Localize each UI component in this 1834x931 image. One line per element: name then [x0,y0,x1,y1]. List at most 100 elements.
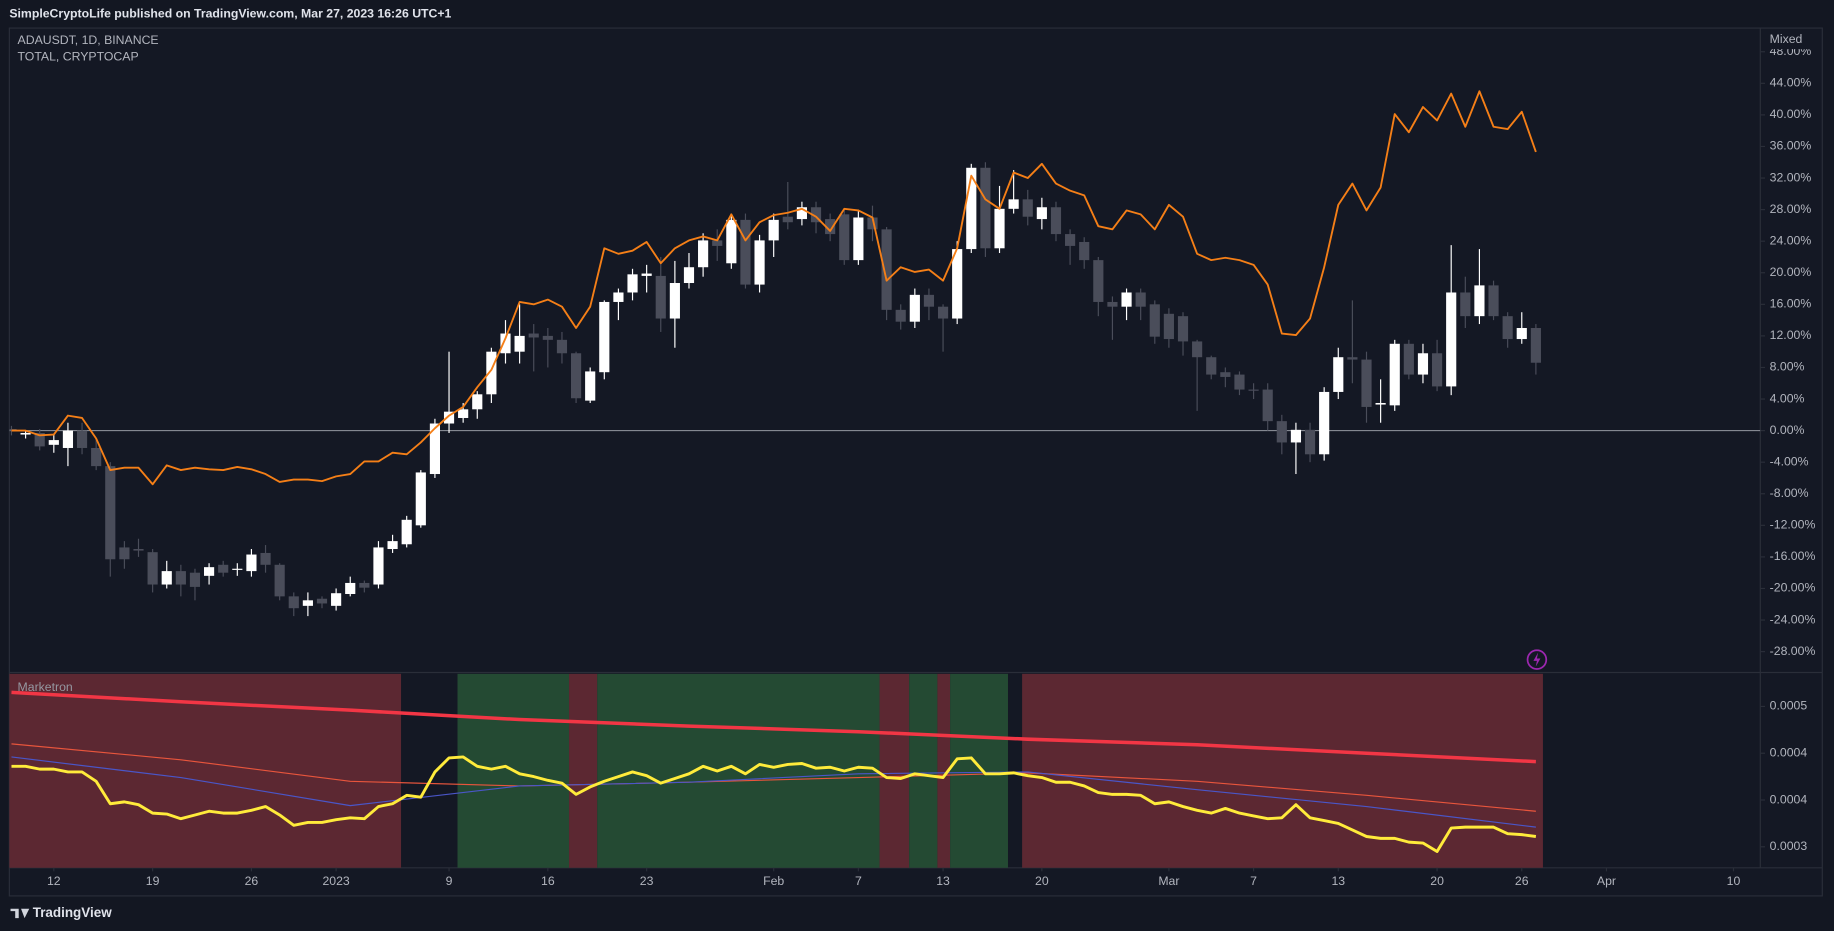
x-tick-label: 12 [47,874,61,888]
candle-body [1079,241,1090,261]
brand-mark [10,908,30,919]
candle-body [528,333,539,338]
x-tick-label: 13 [936,874,950,888]
x-tick-label: 20 [1430,874,1444,888]
candle-body [1516,328,1527,340]
candle-body [585,371,596,401]
y-tick-label: -28.00% [1770,644,1816,658]
candle-body [726,219,737,264]
candle-body [260,552,271,565]
candle-body [316,598,328,604]
signal-zone [569,673,598,868]
candle-body [1530,328,1541,363]
y-tick-label: 8.00% [1770,360,1805,374]
candle-body [472,394,483,410]
x-tick-label: 20 [1035,874,1049,888]
x-tick-label: Feb [763,874,784,888]
y-tick-label: 24.00% [1770,233,1812,247]
x-tick-label: 2023 [322,874,349,888]
y-tick-label: 4.00% [1770,391,1805,405]
y-tick-label: 20.00% [1770,265,1812,279]
y-tick-label: -4.00% [1770,454,1809,468]
candle-body [627,274,638,293]
x-tick-label: 7 [1250,874,1257,888]
candle-body [655,275,666,319]
signal-zone [879,673,910,868]
candle-body [1177,316,1189,342]
candle-body [48,440,59,445]
alert-icon[interactable] [1526,649,1548,670]
signal-zone [909,673,938,868]
candle-body [1347,357,1358,360]
candle-body [1488,285,1499,317]
scale-mode: Mixed [1770,32,1803,46]
x-tick-label: Mar [1158,874,1179,888]
y-tick-label: -24.00% [1770,612,1816,626]
candle-body [1149,304,1160,337]
candle-body [429,423,441,475]
y-tick-label: -12.00% [1770,518,1816,532]
candle-body [1008,199,1019,209]
candle-body [952,249,963,319]
x-tick-label: Apr [1597,874,1616,888]
series-line [11,90,1537,486]
signal-zone [950,673,1008,868]
x-tick-label: 7 [855,874,862,888]
y-tick-label: 40.00% [1770,107,1812,121]
candle-body [1304,429,1316,455]
candle-body [161,571,172,585]
candle-body [1474,285,1485,317]
candle-body [810,207,822,223]
x-tick-label: 19 [146,874,160,888]
y-tick-label: 0.0004 [1770,745,1808,759]
candle-body [133,549,144,551]
scale-mode-box [1761,30,1820,50]
candle-body [1460,292,1471,317]
candle-body [189,572,201,587]
candle-body [147,552,158,585]
candle-body [556,339,568,354]
candle-body [1036,207,1047,220]
candle-body [1065,234,1076,246]
candle-body [76,430,88,448]
candle-body [909,294,920,322]
candle-body [20,432,31,435]
candle-body [867,217,878,230]
candle-body [782,216,793,223]
alert-bolt [1533,652,1541,667]
candle-body [839,214,850,261]
y-tick-label: 28.00% [1770,202,1812,216]
y-tick-label: 0.0003 [1770,839,1808,853]
x-tick-label: 26 [1515,874,1529,888]
y-tick-label: 0.00% [1770,423,1805,437]
series-line [11,690,1536,764]
candle-body [443,411,455,424]
indicator-pane [9,673,1543,868]
candle-body [1389,343,1400,406]
candle-body [514,335,525,352]
signal-zone [1022,673,1543,868]
candle-body [218,564,229,573]
candle-body [1276,421,1287,443]
candle-body [1163,313,1174,340]
candle-body [105,466,116,560]
y-tick-label: 0.0004 [1770,792,1808,806]
candle-body [740,219,751,285]
candle-body [1050,207,1062,235]
y-tick-label: 44.00% [1770,76,1812,90]
candle-body [458,409,469,418]
x-tick-label: 16 [541,874,555,888]
candle-body [796,207,807,220]
candle-body [669,283,680,319]
candle-body [359,582,370,588]
candle-body [1333,357,1344,392]
candle-body [698,240,709,268]
series-line [11,743,1536,812]
candle-body [980,167,991,249]
candle-body [1192,341,1203,358]
y-tick-label: -8.00% [1770,486,1809,500]
candle-body [1234,374,1245,390]
candle-body [1290,429,1302,443]
x-tick-label: 9 [446,874,453,888]
